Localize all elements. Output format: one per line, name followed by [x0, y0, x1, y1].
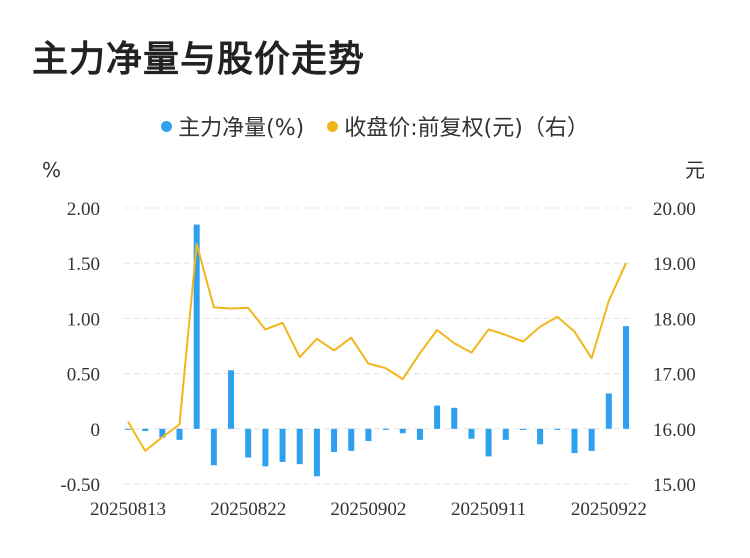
- bar[interactable]: [554, 428, 561, 430]
- bar[interactable]: [571, 428, 578, 454]
- legend-bar-marker: [161, 120, 173, 132]
- bar[interactable]: [399, 428, 406, 434]
- y-right-tick-label: 18.00: [653, 309, 696, 330]
- x-tick-label: 20250922: [571, 499, 647, 520]
- bar[interactable]: [382, 428, 389, 430]
- bar[interactable]: [262, 428, 269, 467]
- grid-lines: [124, 207, 634, 485]
- y-right-tick-label: 17.00: [653, 365, 696, 386]
- bar[interactable]: [331, 428, 338, 452]
- x-tick-label: 20250911: [451, 499, 526, 520]
- y-left-unit: %: [42, 158, 61, 182]
- bar[interactable]: [313, 428, 320, 477]
- bar[interactable]: [159, 428, 166, 438]
- price-line[interactable]: [127, 242, 627, 452]
- bar[interactable]: [228, 370, 235, 429]
- bar[interactable]: [434, 405, 441, 429]
- y-right-tick-label: 15.00: [653, 475, 696, 496]
- x-tick-label: 20250822: [210, 499, 286, 520]
- bar[interactable]: [485, 428, 492, 457]
- legend-item-line[interactable]: 收盘价:前复权(元)（右）: [327, 110, 589, 142]
- y-left-tick-label: 1.50: [67, 254, 100, 275]
- y-right-tick-label: 19.00: [653, 254, 696, 275]
- legend-line-label: 收盘价:前复权(元)（右）: [344, 116, 589, 141]
- bar[interactable]: [451, 407, 458, 429]
- y-left-tick-label: 2.00: [67, 199, 100, 220]
- bar[interactable]: [605, 393, 612, 429]
- bar[interactable]: [279, 428, 286, 462]
- chart-title: 主力净量与股价走势: [32, 39, 366, 80]
- bar[interactable]: [296, 428, 303, 465]
- bar[interactable]: [502, 428, 509, 440]
- line-series: [127, 242, 627, 452]
- y-left-tick-label: 1.00: [67, 309, 100, 330]
- bar[interactable]: [176, 428, 183, 440]
- bar[interactable]: [623, 326, 629, 429]
- bar[interactable]: [365, 428, 372, 441]
- bar[interactable]: [537, 428, 544, 445]
- x-tick-label: 20250813: [90, 499, 166, 520]
- x-tick-label: 20250902: [330, 499, 406, 520]
- y-right-unit: 元: [685, 158, 705, 182]
- bar[interactable]: [193, 224, 200, 429]
- legend-item-bar[interactable]: 主力净量(%): [161, 110, 304, 142]
- bar[interactable]: [416, 428, 423, 440]
- y-left-tick-label: 0.50: [67, 365, 100, 386]
- bar[interactable]: [142, 428, 149, 432]
- legend-line-marker: [327, 120, 339, 132]
- y-right-tick-label: 16.00: [653, 420, 696, 441]
- bar[interactable]: [468, 428, 475, 439]
- bar-series: [125, 224, 629, 477]
- bar[interactable]: [125, 428, 131, 430]
- bar[interactable]: [348, 428, 355, 451]
- legend-bar-label: 主力净量(%): [178, 116, 305, 141]
- y-left-tick-label: -0.50: [60, 475, 100, 496]
- legend: 主力净量(%) 收盘价:前复权(元)（右）: [0, 110, 750, 142]
- bar[interactable]: [588, 428, 595, 451]
- y-left-tick-label: 0: [91, 420, 101, 441]
- bar[interactable]: [519, 428, 526, 430]
- bar[interactable]: [210, 428, 217, 466]
- bar[interactable]: [245, 428, 252, 458]
- y-right-tick-label: 20.00: [653, 199, 696, 220]
- axis-ticks: 2.00 20.00 1.50 19.00 1.00 18.00 0.50 17.00 0 16.…: [60, 199, 695, 520]
